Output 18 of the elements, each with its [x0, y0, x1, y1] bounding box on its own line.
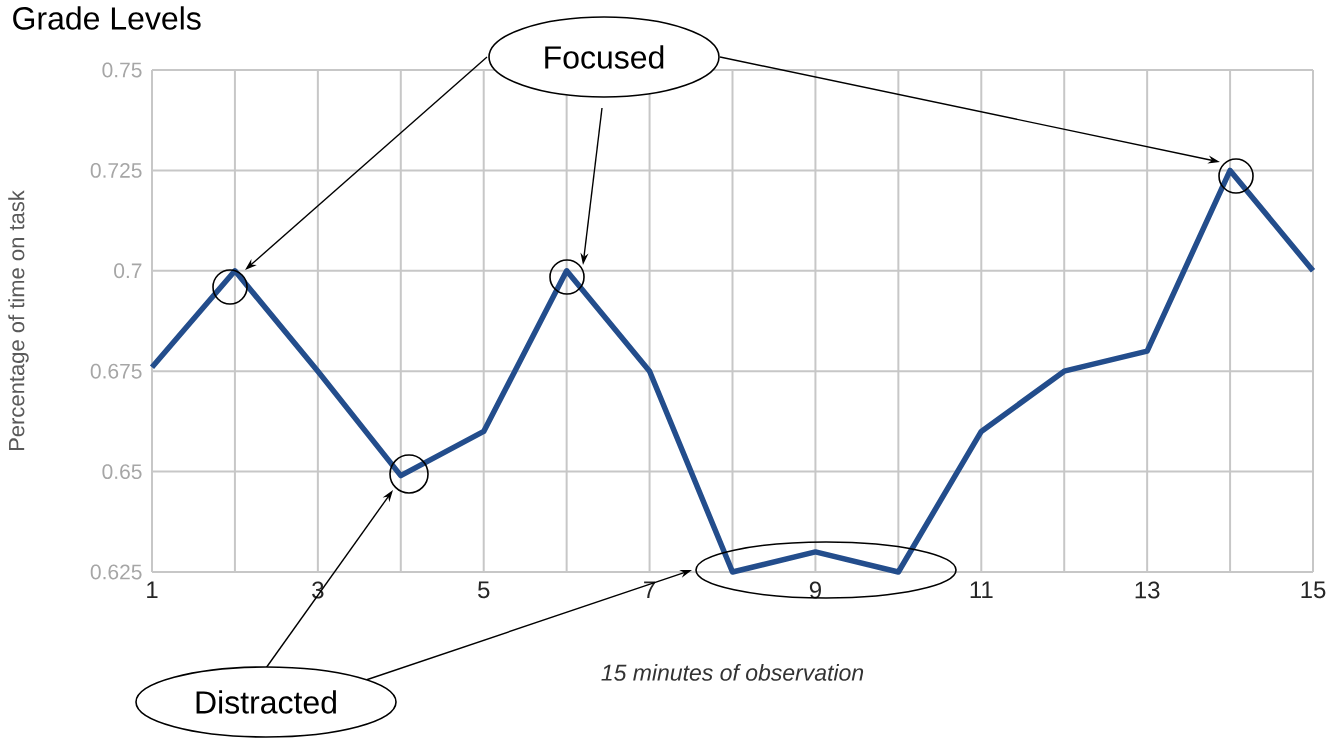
y-tick-label: 0.7 — [114, 263, 142, 279]
x-tick-label: 5 — [478, 581, 490, 599]
y-tick-label: 0.65 — [102, 464, 142, 480]
chart-title: Grade Levels — [13, 6, 201, 30]
x-tick-label: 13 — [1135, 581, 1160, 599]
x-tick-label: 7 — [644, 581, 656, 599]
x-tick-label: 15 — [1301, 581, 1326, 599]
y-tick-label: 0.75 — [102, 62, 142, 78]
x-tick-label: 9 — [809, 581, 821, 599]
text: Focused — [545, 45, 664, 69]
x-tick-label: 11 — [970, 581, 993, 599]
y-tick-label: 0.725 — [90, 162, 142, 178]
y-axis-title: Percentage of time on task — [8, 190, 29, 451]
y-tick-label: 0.625 — [90, 564, 142, 580]
x-tick-label: 1 — [147, 581, 158, 599]
y-tick-label: 0.675 — [90, 363, 142, 379]
text: Distracted — [196, 690, 336, 714]
x-axis-title: 15 minutes of observation — [601, 663, 864, 681]
